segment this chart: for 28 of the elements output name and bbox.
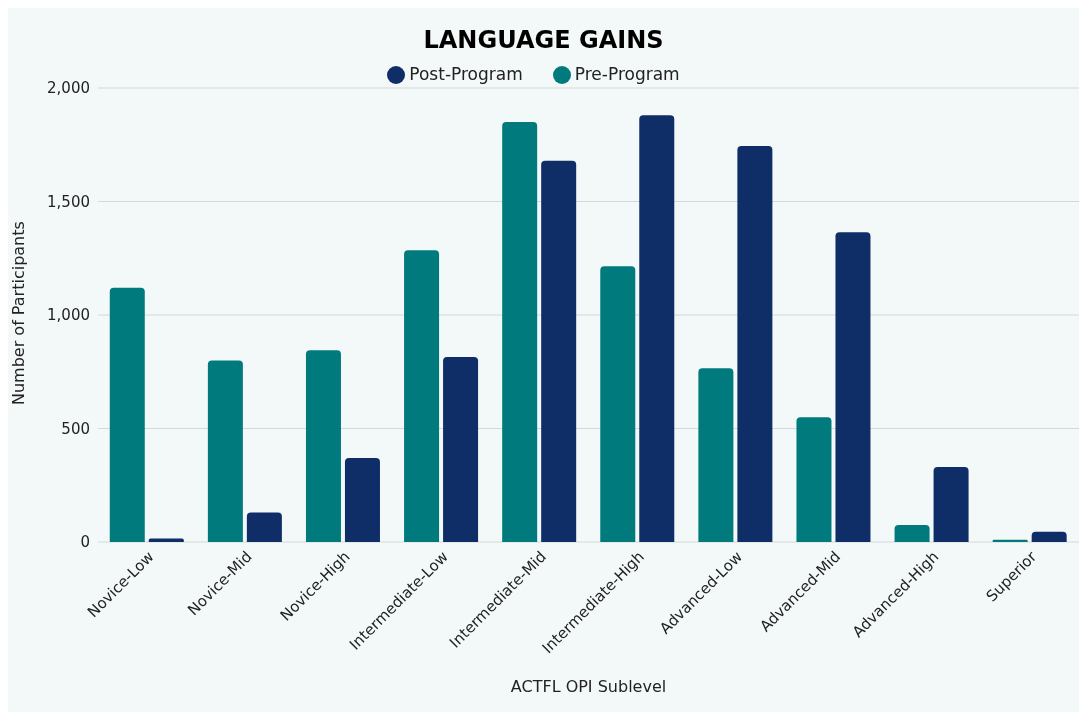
y-tick-label: 1,000 bbox=[47, 306, 90, 325]
bar bbox=[541, 160, 577, 542]
bar bbox=[737, 145, 773, 542]
legend-label: Post-Program bbox=[409, 64, 523, 84]
bar bbox=[502, 122, 538, 542]
bar bbox=[639, 115, 675, 542]
bar bbox=[443, 357, 479, 542]
bar bbox=[344, 458, 380, 542]
y-tick-label: 2,000 bbox=[47, 79, 90, 98]
bar bbox=[246, 512, 282, 542]
bar bbox=[404, 250, 440, 542]
bar bbox=[796, 417, 832, 542]
legend-label: Pre-Program bbox=[574, 64, 680, 84]
bar bbox=[933, 467, 969, 542]
bar bbox=[1031, 531, 1067, 542]
bar bbox=[698, 368, 734, 542]
bar bbox=[305, 350, 341, 542]
bar bbox=[109, 287, 145, 542]
y-axis-title: Number of Participants bbox=[8, 221, 28, 405]
y-tick-label: 1,500 bbox=[47, 192, 90, 211]
bar bbox=[207, 360, 243, 542]
bar bbox=[894, 524, 930, 542]
chart-title: LANGUAGE GAINS bbox=[422, 25, 665, 56]
y-tick-label: 500 bbox=[61, 419, 90, 438]
bar bbox=[600, 266, 636, 542]
bar bbox=[835, 232, 871, 542]
x-axis-title: ACTFL OPI Sublevel bbox=[510, 677, 667, 696]
y-tick-label: 0 bbox=[80, 533, 90, 552]
